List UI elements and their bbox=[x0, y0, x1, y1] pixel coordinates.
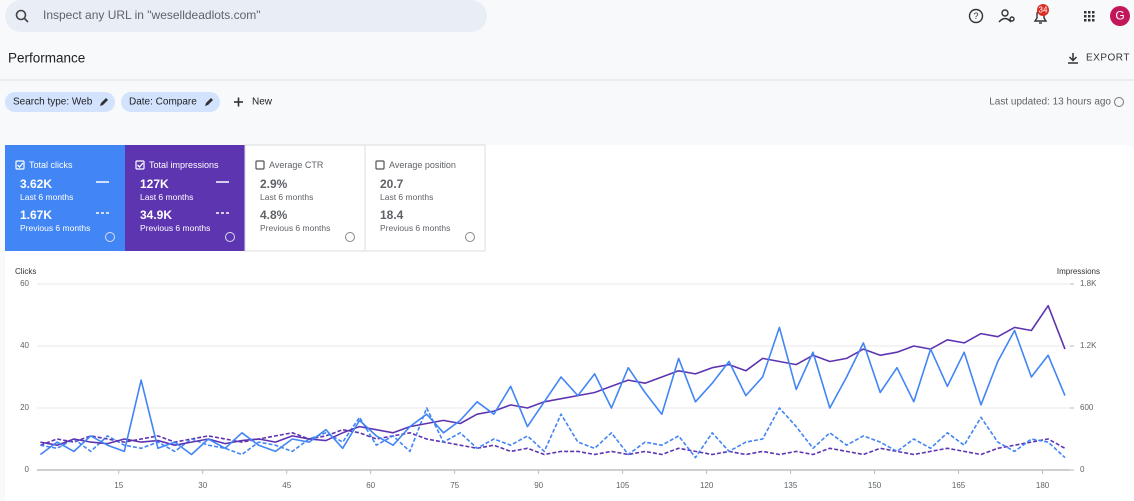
avatar-letter: G bbox=[1115, 9, 1124, 23]
metric-checkbox bbox=[375, 160, 385, 170]
y-tick-label: 40 bbox=[20, 341, 29, 350]
metric-previous-period: Previous 6 months bbox=[140, 223, 210, 233]
metric-checkbox bbox=[135, 160, 145, 170]
y2-axis-title: Impressions bbox=[1057, 267, 1100, 276]
metric-label: Total impressions bbox=[149, 160, 219, 170]
metric-checkbox bbox=[15, 160, 25, 170]
edit-icon bbox=[205, 98, 213, 106]
notification-count: 34 bbox=[1039, 6, 1048, 15]
metric-card[interactable] bbox=[244, 144, 366, 252]
notification-badge bbox=[1037, 4, 1049, 16]
x-tick-label: 135 bbox=[784, 481, 798, 490]
x-tick-label: 150 bbox=[868, 481, 882, 490]
metric-card[interactable] bbox=[5, 145, 125, 251]
metric-current: 2.9% bbox=[260, 177, 288, 191]
metric-help bbox=[225, 232, 235, 242]
y-tick-label: 0 bbox=[25, 465, 30, 474]
x-tick-label: 45 bbox=[282, 481, 291, 490]
metric-previous-period: Previous 6 months bbox=[20, 223, 90, 233]
metric-check bbox=[137, 162, 144, 168]
metric-previous: 1.67K bbox=[20, 208, 52, 222]
y2-tick-label: 1.8K bbox=[1080, 279, 1097, 288]
series-line bbox=[39, 326, 1066, 456]
metric-card[interactable] bbox=[125, 145, 245, 251]
help-icon[interactable]: ? bbox=[968, 8, 984, 24]
x-tick-label: 15 bbox=[114, 481, 123, 490]
metric-check bbox=[17, 162, 24, 168]
metric-help bbox=[345, 232, 355, 242]
x-tick-label: 75 bbox=[450, 481, 459, 490]
y2-tick-label: 0 bbox=[1080, 465, 1085, 474]
x-tick-label: 105 bbox=[616, 481, 630, 490]
last-updated: Last updated: 13 hours ago bbox=[989, 97, 1111, 108]
filter-chip-label: Date: Compare bbox=[129, 97, 197, 108]
x-tick-label: 120 bbox=[700, 481, 714, 490]
filter-chip[interactable] bbox=[5, 92, 115, 112]
metric-label: Average position bbox=[389, 160, 456, 170]
metric-current-period: Last 6 months bbox=[380, 192, 433, 202]
metric-current-period: Last 6 months bbox=[260, 192, 313, 202]
settings-icon[interactable] bbox=[998, 9, 1015, 23]
metric-current-period: Last 6 months bbox=[140, 192, 193, 202]
metric-help bbox=[105, 232, 115, 242]
filter-chip[interactable] bbox=[121, 92, 220, 112]
x-tick-label: 90 bbox=[534, 481, 543, 490]
filter-chip-label: Search type: Web bbox=[13, 97, 93, 108]
search-placeholder: Inspect any URL in "weselldeadlots.com" bbox=[43, 8, 261, 22]
series-line-dashed bbox=[40, 407, 1066, 459]
avatar[interactable] bbox=[1110, 6, 1130, 26]
export-icon bbox=[1068, 53, 1078, 64]
help-icon[interactable] bbox=[1114, 97, 1124, 107]
metric-current-period: Last 6 months bbox=[20, 192, 73, 202]
metric-label: Total clicks bbox=[29, 160, 73, 170]
metric-previous-period: Previous 6 months bbox=[260, 223, 330, 233]
metric-card[interactable] bbox=[364, 144, 486, 252]
metric-help bbox=[465, 232, 475, 242]
add-filter-icon bbox=[234, 97, 243, 107]
y2-tick-label: 1.2K bbox=[1080, 341, 1097, 350]
svg-text:?: ? bbox=[973, 11, 978, 21]
x-tick-label: 165 bbox=[952, 481, 966, 490]
y-axis-title: Clicks bbox=[15, 267, 36, 276]
export-button[interactable]: EXPORT bbox=[1086, 53, 1130, 64]
metric-previous-period: Previous 6 months bbox=[380, 223, 450, 233]
metric-current: 127K bbox=[140, 177, 169, 191]
y2-tick-label: 600 bbox=[1080, 403, 1094, 412]
metric-previous: 4.8% bbox=[260, 208, 288, 222]
series-line-dashed bbox=[40, 428, 1066, 456]
new-filter[interactable]: New bbox=[252, 97, 273, 108]
edit-icon bbox=[100, 98, 108, 106]
y-tick-label: 60 bbox=[20, 279, 29, 288]
x-tick-label: 60 bbox=[366, 481, 375, 490]
metric-current: 3.62K bbox=[20, 177, 52, 191]
metric-previous: 34.9K bbox=[140, 208, 172, 222]
y-tick-label: 20 bbox=[20, 403, 29, 412]
x-tick-label: 30 bbox=[198, 481, 207, 490]
metric-label: Average CTR bbox=[269, 160, 324, 170]
metric-current: 20.7 bbox=[380, 177, 404, 191]
search-bar[interactable] bbox=[5, 0, 487, 32]
x-tick-label: 180 bbox=[1036, 481, 1050, 490]
search-icon bbox=[15, 9, 29, 23]
page-title: Performance bbox=[8, 51, 85, 66]
metric-checkbox bbox=[255, 160, 265, 170]
apps-icon[interactable] bbox=[1084, 11, 1095, 22]
metric-previous: 18.4 bbox=[380, 208, 404, 222]
